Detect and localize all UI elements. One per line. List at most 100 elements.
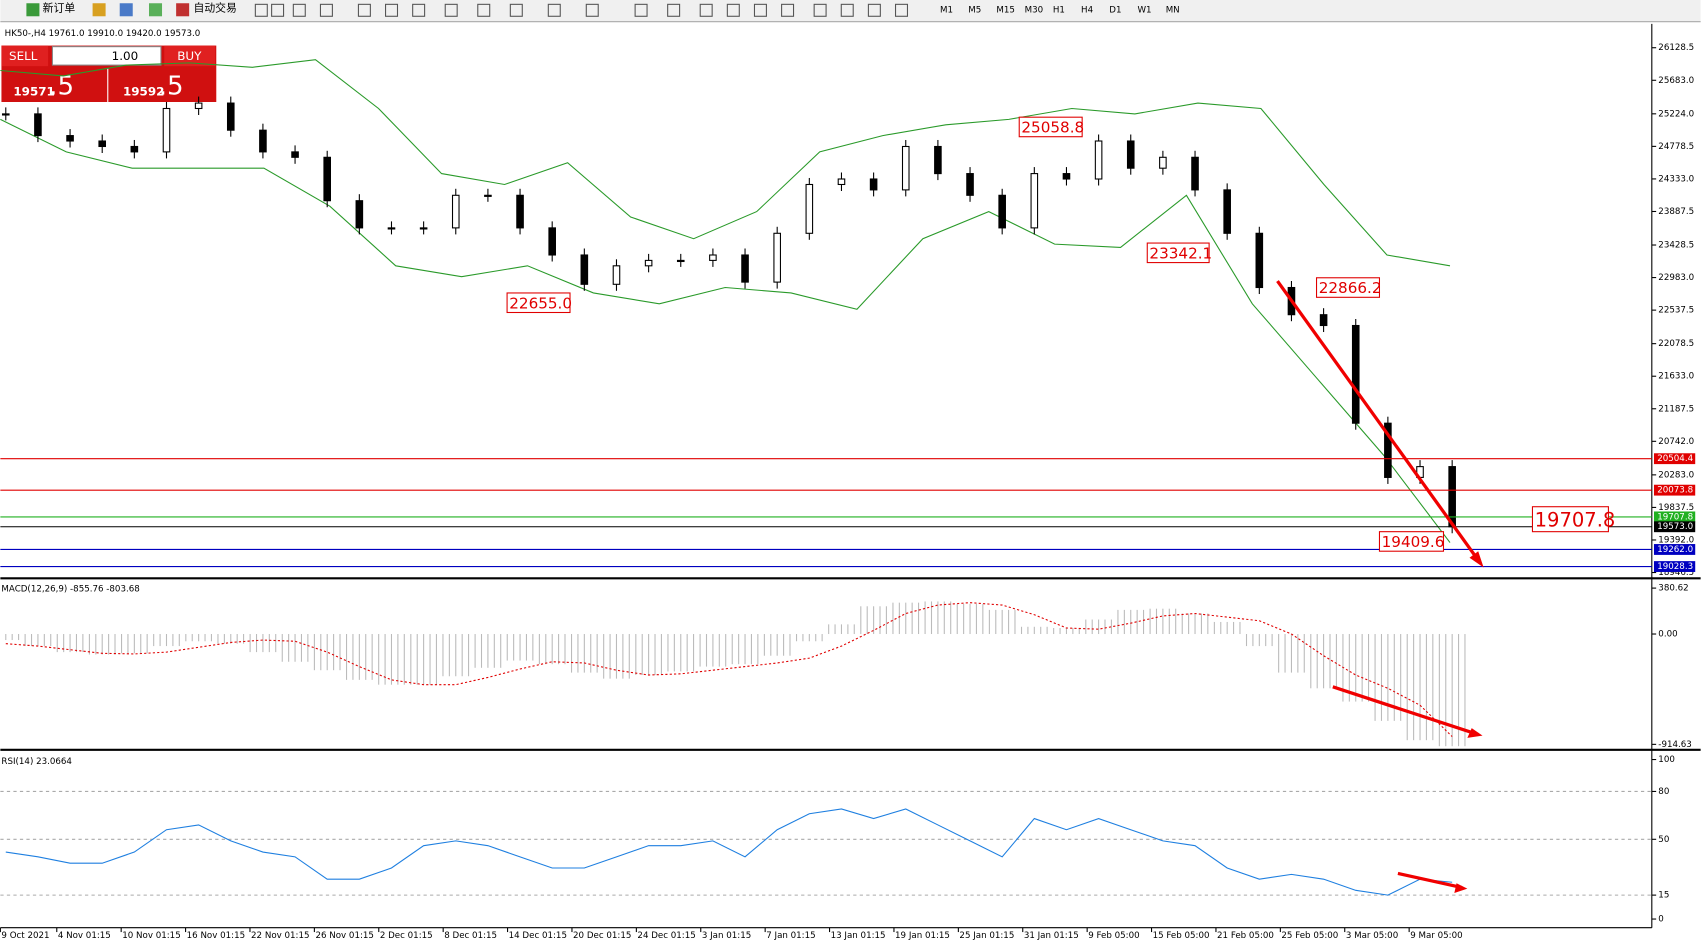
tool-icon[interactable] — [292, 3, 306, 17]
auto-trading[interactable]: 自动交易 — [193, 1, 236, 15]
level-label: 19707.8 — [1657, 512, 1693, 522]
timeframe[interactable]: M5 — [968, 5, 981, 15]
buy-price-fraction[interactable]: .5 — [159, 71, 184, 101]
upper-band — [0, 59, 1451, 267]
candle-body — [323, 156, 331, 202]
tool-icon[interactable] — [894, 3, 909, 17]
annotation: 25058.8 — [1021, 119, 1084, 137]
auto-trading-icon[interactable] — [176, 3, 190, 17]
tool-icon[interactable] — [781, 3, 795, 17]
sell-button[interactable] — [1, 45, 49, 67]
buy-label[interactable]: BUY — [177, 49, 202, 63]
y-tick-label: 22983.0 — [1658, 273, 1694, 283]
timeframe[interactable]: M1 — [940, 5, 953, 15]
tool-icon[interactable] — [634, 3, 648, 17]
y-tick-label: 23887.5 — [1658, 207, 1694, 217]
x-tick-label: 3 Jan 01:15 — [702, 931, 751, 941]
tool-icon[interactable] — [319, 3, 333, 17]
sell-price[interactable]: 19571 — [13, 85, 54, 99]
candle-body — [259, 129, 267, 153]
annotation-box — [1378, 531, 1445, 552]
level-tag — [1653, 544, 1696, 555]
icon[interactable] — [119, 3, 133, 17]
timeframe[interactable]: D1 — [1109, 5, 1121, 15]
x-tick-label: 13 Jan 01:15 — [831, 931, 886, 941]
buy-price[interactable]: 19592 — [123, 85, 164, 99]
tool-icon[interactable] — [813, 3, 827, 17]
timeframe[interactable]: M15 — [996, 5, 1015, 15]
tool-icon[interactable] — [547, 3, 561, 17]
candle-body — [773, 232, 781, 283]
candle-body — [1319, 314, 1328, 327]
buy-button[interactable] — [164, 45, 216, 67]
y-tick-label: 22537.5 — [1658, 306, 1694, 316]
x-tick-label: 2 Dec 01:15 — [380, 931, 433, 941]
tool-icon[interactable] — [585, 3, 599, 17]
tool-icon[interactable] — [385, 3, 399, 17]
candle-body — [226, 102, 235, 131]
x-tick-label: 16 Nov 01:15 — [187, 931, 245, 941]
candle-body — [1223, 189, 1231, 234]
plot: 26128.5 25683.0 25224.0 24778.5 24333.0 23887… — [0, 43, 1696, 941]
timeframe[interactable]: W1 — [1137, 5, 1151, 15]
candle-body — [451, 194, 460, 229]
candle-body — [387, 227, 396, 230]
tool-icon[interactable] — [867, 3, 881, 17]
volume-field[interactable] — [51, 46, 162, 66]
y-tick-label: 20742.0 — [1658, 437, 1694, 447]
y-tick-label: 21633.0 — [1658, 372, 1694, 382]
tool-icon[interactable] — [509, 3, 523, 17]
tool-icon[interactable] — [477, 3, 491, 17]
candle-body — [548, 227, 556, 256]
tool-icon[interactable] — [444, 3, 458, 17]
tool-icon[interactable] — [271, 3, 285, 17]
tool-icon[interactable] — [840, 3, 854, 17]
x-tick-label: 15 Feb 05:00 — [1153, 931, 1210, 941]
x-tick-label: 9 Feb 05:00 — [1088, 931, 1139, 941]
timeframe[interactable]: H1 — [1053, 5, 1065, 15]
trend-arrow — [1332, 685, 1479, 737]
tool-icon[interactable] — [699, 3, 713, 17]
arrow-head — [1467, 728, 1483, 738]
annotation-box — [1146, 242, 1210, 264]
y-tick-label: 24778.5 — [1658, 142, 1694, 152]
macd-header: MACD(12,26,9) -855.76 -803.68 — [1, 585, 139, 595]
x-tick-label: 25 Jan 01:15 — [959, 931, 1014, 941]
rsi-header: RSI(14) 23.0664 — [1, 757, 72, 767]
tool-icon[interactable] — [254, 3, 268, 17]
annotation-box — [506, 292, 571, 314]
icon[interactable] — [92, 3, 106, 17]
y-tick-label: 24333.0 — [1658, 174, 1694, 184]
candle-body — [741, 254, 749, 283]
tool-icon[interactable] — [667, 3, 681, 17]
sell-label[interactable]: SELL — [9, 49, 38, 63]
new-order-icon[interactable] — [26, 3, 40, 17]
candle-body — [1062, 173, 1071, 180]
tool-icon[interactable] — [753, 3, 767, 17]
tool-icon[interactable] — [412, 3, 426, 17]
volume[interactable]: 1.00 — [112, 49, 139, 63]
arrow-head — [1469, 551, 1484, 568]
x-tick-label: 20 Dec 01:15 — [573, 931, 631, 941]
timeframe[interactable]: MN — [1166, 5, 1180, 15]
icon[interactable] — [149, 3, 163, 17]
tool-icon[interactable] — [357, 3, 371, 17]
new-order[interactable]: 新订单 — [43, 1, 76, 15]
annotation: 19409.6 — [1382, 533, 1445, 551]
candle-body — [901, 145, 910, 191]
y-tick-label: 380.62 — [1658, 584, 1688, 594]
candle-body — [1030, 173, 1039, 229]
x-tick-label: 8 Dec 01:15 — [444, 931, 497, 941]
level-tag — [1653, 511, 1696, 523]
candle-body — [676, 259, 685, 263]
tool-icon[interactable] — [726, 3, 740, 17]
annotations: 25058.8 23342.1 22655.0 22866.2 19707.8 … — [506, 116, 1615, 552]
y-tick-label: 0.00 — [1658, 630, 1677, 640]
timeframe[interactable]: M30 — [1025, 5, 1044, 15]
timeframe[interactable]: H4 — [1081, 5, 1094, 15]
level-label: 19028.3 — [1657, 562, 1693, 572]
level-tag — [1653, 453, 1696, 465]
x-tick-label: 19 Jan 01:15 — [895, 931, 950, 941]
